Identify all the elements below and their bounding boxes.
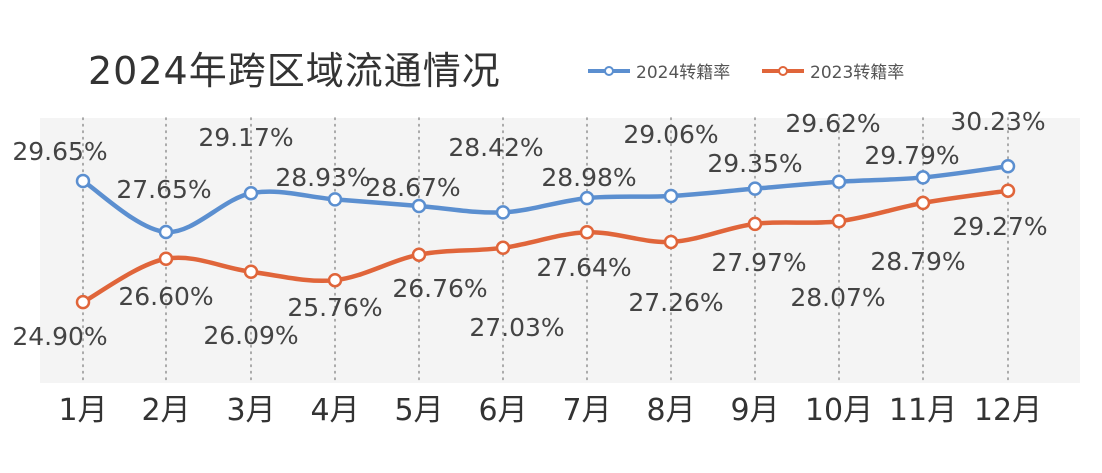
data-label-2024-3: 29.17% — [198, 123, 293, 152]
point-2023-9 — [747, 216, 763, 232]
x-tick-label-2: 2月 — [141, 393, 190, 428]
x-tick-label-8: 8月 — [646, 393, 695, 428]
point-2024-2 — [158, 224, 174, 240]
data-label-2023-9: 27.97% — [711, 248, 806, 277]
data-label-2023-1: 24.90% — [12, 322, 107, 351]
point-2024-7 — [579, 190, 595, 206]
point-2024-8 — [663, 188, 679, 204]
point-2023-1 — [75, 294, 91, 310]
data-label-2024-7: 28.98% — [541, 163, 636, 192]
point-2023-10 — [831, 214, 847, 229]
data-label-2023-11: 28.79% — [870, 247, 965, 276]
x-tick-label-1: 1月 — [58, 393, 107, 428]
data-label-2024-11: 29.79% — [864, 141, 959, 170]
data-label-2024-8: 29.06% — [623, 120, 718, 149]
point-2023-4 — [327, 272, 343, 288]
data-label-2023-6: 27.03% — [469, 313, 564, 342]
point-2024-3 — [243, 185, 259, 201]
point-2024-6 — [495, 205, 511, 220]
point-2024-9 — [747, 181, 763, 196]
legend-marker-2024 — [588, 65, 630, 76]
point-2023-8 — [663, 234, 679, 250]
data-label-2023-8: 27.26% — [628, 288, 723, 317]
x-tick-label-6: 6月 — [478, 393, 527, 428]
point-2024-1 — [75, 173, 91, 189]
point-2023-2 — [158, 251, 174, 267]
legend-marker-2023 — [762, 65, 804, 76]
legend-item-2023: 2023转籍率 — [760, 58, 904, 83]
x-tick-label-7: 7月 — [562, 393, 611, 428]
point-2023-5 — [411, 247, 427, 262]
chart-title: 2024年跨区域流通情况 — [88, 49, 501, 93]
data-label-2024-9: 29.35% — [707, 149, 802, 178]
point-2023-12 — [1000, 183, 1016, 198]
data-label-2023-12: 29.27% — [952, 212, 1047, 241]
data-label-2024-4: 28.93% — [275, 163, 370, 192]
x-tick-label-4: 4月 — [310, 393, 359, 428]
x-tick-label-11: 11月 — [889, 393, 957, 428]
data-label-2024-2: 27.65% — [116, 175, 211, 204]
data-label-2023-4: 25.76% — [287, 293, 382, 322]
point-2023-7 — [579, 225, 595, 240]
point-2024-11 — [915, 170, 931, 185]
plot-background — [40, 118, 1080, 383]
point-2024-4 — [327, 192, 343, 207]
data-label-2024-6: 28.42% — [448, 133, 543, 162]
legend-label-2023: 2023转籍率 — [810, 63, 905, 83]
data-label-2024-12: 30.23% — [950, 107, 1045, 136]
data-label-2023-5: 26.76% — [392, 274, 487, 303]
x-tick-label-3: 3月 — [226, 393, 275, 428]
data-label-2024-10: 29.62% — [785, 109, 880, 138]
data-label-2024-1: 29.65% — [12, 137, 107, 166]
point-2024-10 — [831, 174, 847, 190]
x-tick-label-9: 9月 — [730, 393, 779, 428]
legend-item-2024: 2024转籍率 — [586, 58, 730, 83]
data-label-2023-3: 26.09% — [203, 321, 298, 350]
point-2024-12 — [1000, 158, 1016, 174]
series-line-2023 — [80, 188, 1011, 305]
point-2023-3 — [243, 264, 259, 280]
data-label-2023-2: 26.60% — [118, 282, 213, 311]
point-2023-6 — [495, 240, 511, 256]
x-tick-label-12: 12月 — [974, 393, 1042, 428]
data-label-2023-10: 28.07% — [790, 283, 885, 312]
data-label-2023-7: 27.64% — [536, 253, 631, 282]
point-2023-11 — [915, 195, 931, 211]
x-tick-label-5: 5月 — [394, 393, 443, 428]
x-tick-label-10: 10月 — [805, 393, 873, 428]
data-label-2024-5: 28.67% — [365, 173, 460, 202]
point-2024-5 — [411, 198, 427, 214]
legend-label-2024: 2024转籍率 — [636, 63, 731, 83]
